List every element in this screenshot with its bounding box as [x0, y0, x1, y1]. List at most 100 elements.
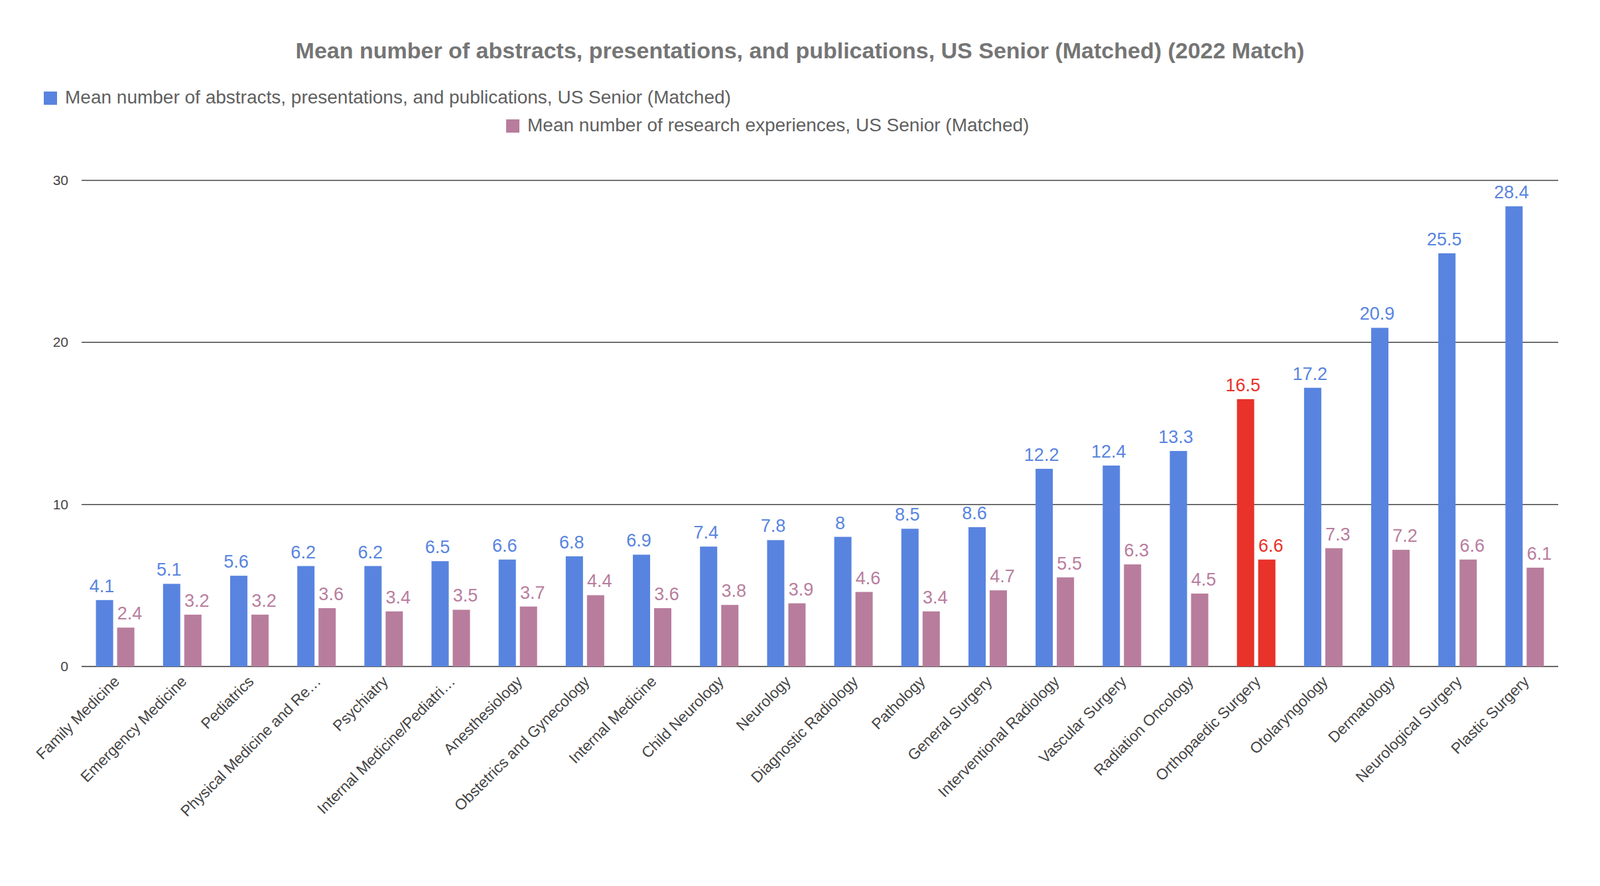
- data-label: 6.2: [358, 542, 384, 563]
- data-labels: 4.15.15.66.26.26.56.66.86.97.47.888.58.6…: [89, 182, 1552, 624]
- bar: [968, 527, 986, 667]
- bar: [699, 546, 718, 667]
- bar: [1505, 206, 1523, 667]
- bar: [1123, 564, 1141, 667]
- data-label: 8: [835, 513, 846, 534]
- y-tick-label: 0: [60, 658, 69, 674]
- bar: [318, 608, 336, 667]
- chart: Mean number of abstracts, presentations,…: [0, 0, 1600, 886]
- bar: [1325, 548, 1343, 667]
- data-label: 6.6: [492, 535, 518, 556]
- bar: [364, 566, 382, 667]
- bar: [901, 528, 919, 667]
- data-label: 6.9: [626, 530, 652, 551]
- bar: [565, 556, 584, 667]
- data-label: 20.9: [1359, 303, 1396, 324]
- y-tick-label: 30: [53, 172, 69, 188]
- x-tick-label: Plastic Surgery: [1447, 672, 1533, 758]
- bar: [520, 606, 538, 667]
- grid-line: [81, 504, 1559, 506]
- legend-swatch: [43, 91, 58, 105]
- data-label: 8.6: [961, 503, 988, 524]
- x-tick-label: Neurology: [732, 672, 795, 735]
- bar: [1526, 567, 1544, 667]
- bar: [297, 566, 315, 667]
- legend-swatch: [506, 119, 520, 133]
- bar: [385, 611, 403, 667]
- bar: [230, 575, 248, 667]
- bar: [163, 583, 181, 667]
- y-tick-label: 10: [53, 496, 69, 513]
- data-label: 6.6: [1459, 535, 1485, 556]
- bar: [922, 611, 940, 667]
- data-label: 4.7: [989, 566, 1015, 587]
- legend-label: Mean number of abstracts, presentations,…: [65, 86, 732, 108]
- data-label: 5.5: [1056, 553, 1082, 574]
- bar: [788, 603, 806, 667]
- x-tick-label: Child Neurology: [638, 672, 728, 762]
- data-label: 3.6: [654, 584, 680, 605]
- bar: [498, 559, 517, 667]
- data-label: 13.3: [1158, 427, 1194, 448]
- data-label: 12.2: [1024, 445, 1060, 466]
- data-label: 6.1: [1527, 543, 1553, 564]
- x-tick-label: Physical Medicine and Re…: [177, 672, 325, 820]
- data-label: 3.8: [721, 581, 747, 601]
- data-label: 6.6: [1258, 535, 1284, 556]
- bar: [1392, 549, 1410, 667]
- x-tick-label: Diagnostic Radiology: [747, 672, 862, 787]
- data-label: 6.8: [559, 532, 585, 553]
- x-tick-label: Otolaryngology: [1246, 672, 1332, 758]
- grid-line: [81, 342, 1559, 344]
- bar: [1438, 253, 1456, 667]
- x-tick-label: Interventional Radiology: [934, 672, 1063, 801]
- bar: [587, 595, 605, 667]
- data-label: 4.4: [587, 571, 613, 592]
- data-label: 3.7: [520, 583, 546, 603]
- bar: [1056, 577, 1074, 667]
- bar: [1035, 468, 1053, 667]
- x-tick-label: Emergency Medicine: [76, 672, 190, 786]
- bar: [453, 609, 471, 667]
- data-label: 3.4: [386, 587, 412, 608]
- data-label: 28.4: [1493, 182, 1530, 203]
- data-label: 5.1: [156, 559, 182, 580]
- x-tick-label: Internal Medicine/Pediatri…: [313, 672, 459, 818]
- bar: [1304, 388, 1322, 667]
- x-tick-label: Neurological Surgery: [1352, 672, 1467, 787]
- x-tick-label: Orthopaedic Surgery: [1152, 672, 1265, 785]
- bar: [1459, 559, 1477, 667]
- bar: [184, 614, 202, 667]
- bar: [251, 614, 269, 667]
- data-label: 25.5: [1426, 229, 1463, 250]
- x-tick-label: Pediatrics: [197, 672, 258, 733]
- bar: [721, 604, 739, 667]
- data-label: 6.5: [425, 537, 451, 558]
- bar: [431, 561, 450, 667]
- data-label: 5.6: [223, 551, 249, 572]
- x-tick-label: Pathology: [868, 672, 929, 734]
- title: Mean number of abstracts, presentations,…: [295, 37, 1305, 64]
- data-label: 3.2: [184, 591, 210, 611]
- data-label: 4.6: [855, 568, 881, 589]
- y-tick-label: 20: [53, 334, 69, 350]
- data-label: 3.6: [318, 584, 344, 605]
- data-label: 6.3: [1124, 540, 1150, 561]
- bar: [1258, 559, 1276, 667]
- bar: [1371, 327, 1389, 667]
- bar: [1170, 451, 1188, 667]
- data-label: 4.1: [89, 576, 115, 597]
- bars: [96, 206, 1545, 667]
- x-tick-label: Psychiatry: [329, 672, 392, 735]
- data-label: 3.9: [788, 579, 814, 600]
- bar: [834, 537, 852, 667]
- data-label: 2.4: [117, 603, 143, 624]
- x-tick-label: Obstetrics and Gynecology: [451, 672, 594, 815]
- data-label: 7.8: [760, 516, 787, 536]
- bar: [855, 592, 873, 667]
- data-label: 7.4: [693, 522, 719, 543]
- data-label: 3.4: [922, 587, 948, 608]
- data-label: 4.5: [1191, 569, 1217, 590]
- data-label: 3.2: [251, 591, 277, 611]
- data-label: 7.2: [1392, 526, 1418, 546]
